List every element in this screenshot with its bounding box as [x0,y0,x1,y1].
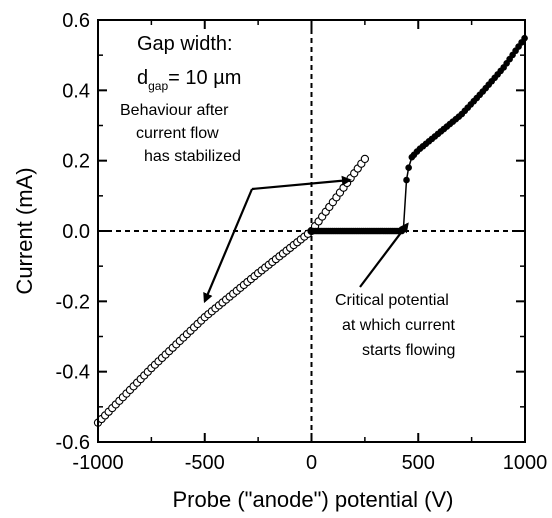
series-filled-circles [308,34,528,235]
x-tick-label: -1000 [72,452,123,474]
x-axis-label: Probe ("anode") potential (V) [173,487,454,512]
annotation-stabilized-line: current flow [136,125,219,142]
series-open-circles [93,154,370,427]
x-tick-label: 1000 [503,452,548,474]
annotations: Behaviour after current flow has stabilize… [120,102,455,359]
y-tick-label: 0.2 [62,151,90,173]
y-axis-label: Current (mA) [12,167,37,294]
y-tick-label: 0.0 [62,221,90,243]
annotation-critical-line: starts flowing [362,342,455,359]
annotation-stabilized-line: has stabilized [144,148,241,165]
x-tick-label: -500 [185,452,225,474]
x-tick-label: 0 [306,452,317,474]
y-tick-label: 0.4 [62,80,90,102]
y-tick-label: -0.2 [56,291,90,313]
gap-value-label: dgap= 10 µm [137,67,241,93]
gap-width-label: Gap width: [137,33,233,55]
annotation-critical-line: Critical potential [335,292,449,309]
annotation-stabilized-line: Behaviour after [120,102,229,119]
annotation-arrow [203,188,254,304]
x-axis-ticks: -1000 -500 0 500 1000 [72,20,547,474]
annotation-arrow [251,175,352,191]
y-tick-label: -0.4 [56,362,90,384]
jump-connector [402,156,413,232]
y-tick-label: -0.6 [56,432,90,454]
x-tick-label: 500 [402,452,435,474]
y-tick-label: 0.6 [62,10,90,32]
data-point-open [360,154,370,164]
annotation-critical-line: at which current [342,317,455,334]
annotation-arrow [359,222,409,288]
y-axis-ticks: -0.6 -0.4 -0.2 0.0 0.2 0.4 0.6 [56,10,525,454]
